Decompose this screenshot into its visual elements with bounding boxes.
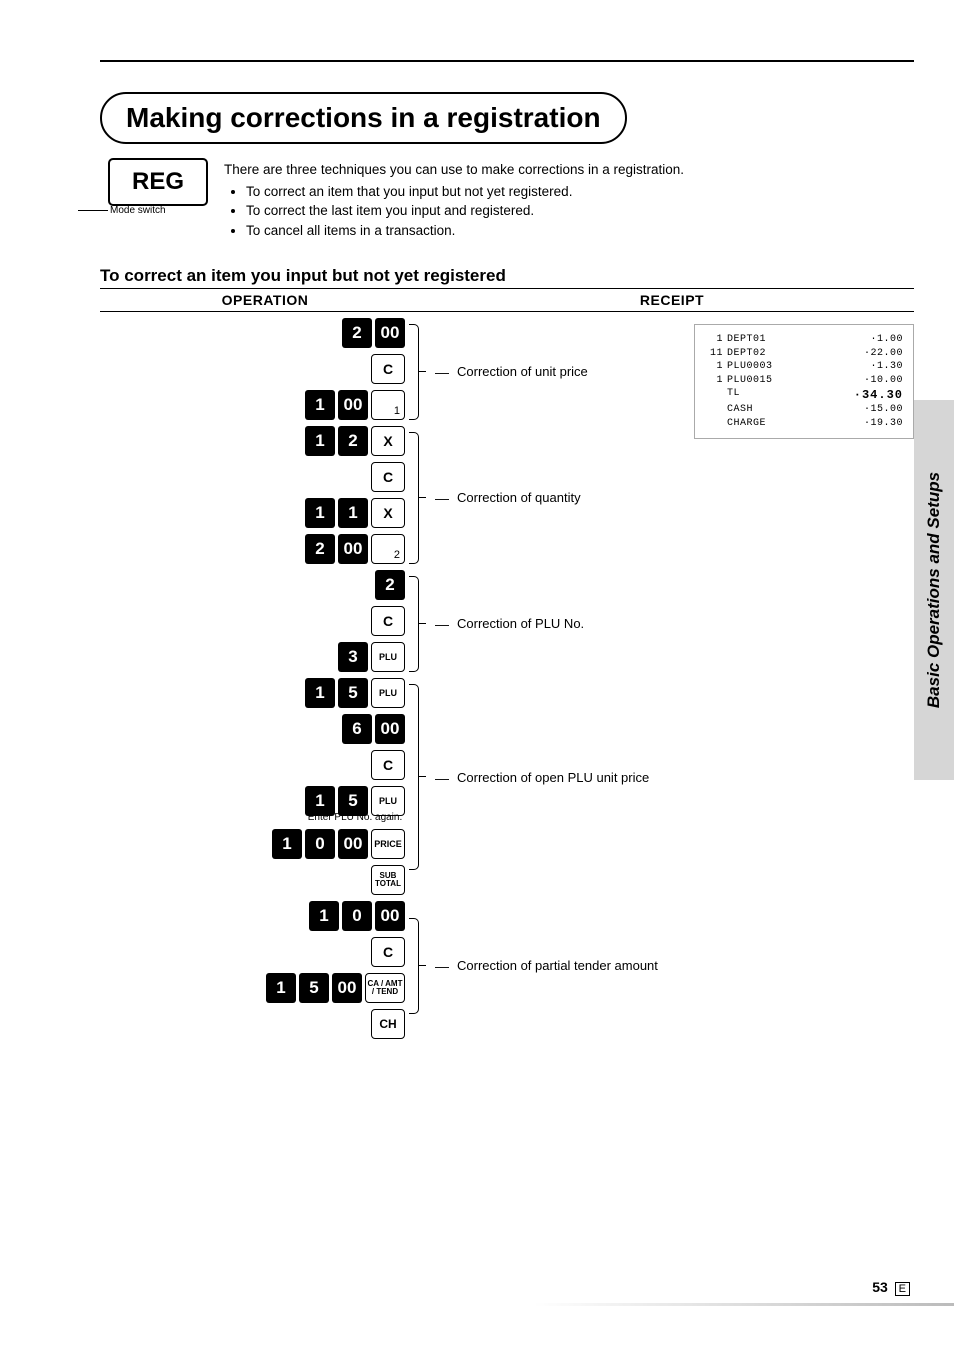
key-00: 00	[375, 901, 405, 931]
key-3: 3	[338, 642, 368, 672]
key-00: 00	[338, 390, 368, 420]
key-c: C	[371, 750, 405, 780]
key-1: 1	[305, 678, 335, 708]
key-1: 1	[309, 901, 339, 931]
receipt-box: 1DEPT01·1.00 11DEPT02·22.00 1PLU0003·1.3…	[694, 324, 914, 439]
key-6: 6	[342, 714, 372, 744]
intro-text: There are three techniques you can use t…	[224, 158, 684, 240]
receipt-charge: CHARGE·19.30	[705, 417, 903, 431]
receipt-column: 1DEPT01·1.00 11DEPT02·22.00 1PLU0003·1.3…	[694, 318, 914, 439]
key-00: 00	[375, 318, 405, 348]
enter-plu-note: Enter PLU No. again.	[308, 812, 403, 823]
key-1: 1	[338, 498, 368, 528]
key-dept1: 1	[371, 390, 405, 420]
key-plu: PLU	[371, 642, 405, 672]
key-00: 00	[332, 973, 362, 1003]
intro-bullet: To cancel all items in a transaction.	[246, 221, 684, 241]
mode-switch-label: Mode switch	[78, 205, 166, 216]
key-ca-amt-tend: CA / AMT / TEND	[365, 973, 405, 1003]
key-2: 2	[375, 570, 405, 600]
key-subtotal: SUB TOTAL	[371, 865, 405, 895]
key-2: 2	[305, 534, 335, 564]
key-1: 1	[305, 426, 335, 456]
reg-box: REG	[108, 158, 208, 206]
desc-plu-no: Correction of PLU No.	[457, 616, 584, 631]
key-plu: PLU	[371, 678, 405, 708]
receipt-header: RECEIPT	[430, 292, 914, 308]
key-00: 00	[338, 534, 368, 564]
intro-bullet: To correct the last item you input and r…	[246, 201, 684, 221]
key-x: X	[371, 498, 405, 528]
receipt-line: 1PLU0003·1.30	[705, 360, 903, 374]
receipt-line: 1PLU0015·10.00	[705, 374, 903, 388]
key-1: 1	[305, 498, 335, 528]
page-title: Making corrections in a registration	[126, 102, 601, 133]
receipt-total: TL·34.30	[705, 387, 903, 403]
side-tab-label: Basic Operations and Setups	[924, 472, 944, 708]
reg-wrapper: REG Mode switch	[100, 158, 208, 220]
intro-row: REG Mode switch There are three techniqu…	[100, 158, 914, 240]
key-price: PRICE	[371, 829, 405, 859]
table-header: OPERATION RECEIPT	[100, 288, 914, 312]
receipt-line: 11DEPT02·22.00	[705, 347, 903, 361]
body-row: 200 C 1001 12X C 11X 2002 2 C 3PLU 15PLU…	[100, 318, 914, 1039]
intro-lead: There are three techniques you can use t…	[224, 160, 684, 180]
key-c: C	[371, 354, 405, 384]
title-box: Making corrections in a registration	[100, 92, 627, 144]
page-number: 53 E	[872, 1279, 910, 1295]
operation-column: 200 C 1001 12X C 11X 2002 2 C 3PLU 15PLU…	[100, 318, 405, 1039]
desc-partial: Correction of partial tender amount	[457, 958, 658, 973]
receipt-line: 1DEPT01·1.00	[705, 333, 903, 347]
key-00: 00	[375, 714, 405, 744]
desc-quantity: Correction of quantity	[457, 490, 581, 505]
side-tab: Basic Operations and Setups	[914, 400, 954, 780]
key-5: 5	[338, 678, 368, 708]
key-dept2: 2	[371, 534, 405, 564]
key-c: C	[371, 937, 405, 967]
intro-bullet: To correct an item that you input but no…	[246, 182, 684, 202]
key-1: 1	[305, 390, 335, 420]
receipt-cash: CASH·15.00	[705, 403, 903, 417]
key-2: 2	[338, 426, 368, 456]
desc-open-plu: Correction of open PLU unit price	[457, 770, 649, 785]
key-0: 0	[305, 829, 335, 859]
key-0: 0	[342, 901, 372, 931]
key-00: 00	[338, 829, 368, 859]
key-ch: CH	[371, 1009, 405, 1039]
rule-top	[100, 60, 914, 62]
key-x: X	[371, 426, 405, 456]
footer-gradient	[534, 1303, 954, 1306]
key-5: 5	[299, 973, 329, 1003]
operation-header: OPERATION	[100, 292, 430, 308]
key-c: C	[371, 462, 405, 492]
key-2: 2	[342, 318, 372, 348]
desc-unit-price: Correction of unit price	[457, 364, 588, 379]
key-c: C	[371, 606, 405, 636]
key-1: 1	[266, 973, 296, 1003]
key-1: 1	[272, 829, 302, 859]
section-heading: To correct an item you input but not yet…	[100, 266, 914, 286]
